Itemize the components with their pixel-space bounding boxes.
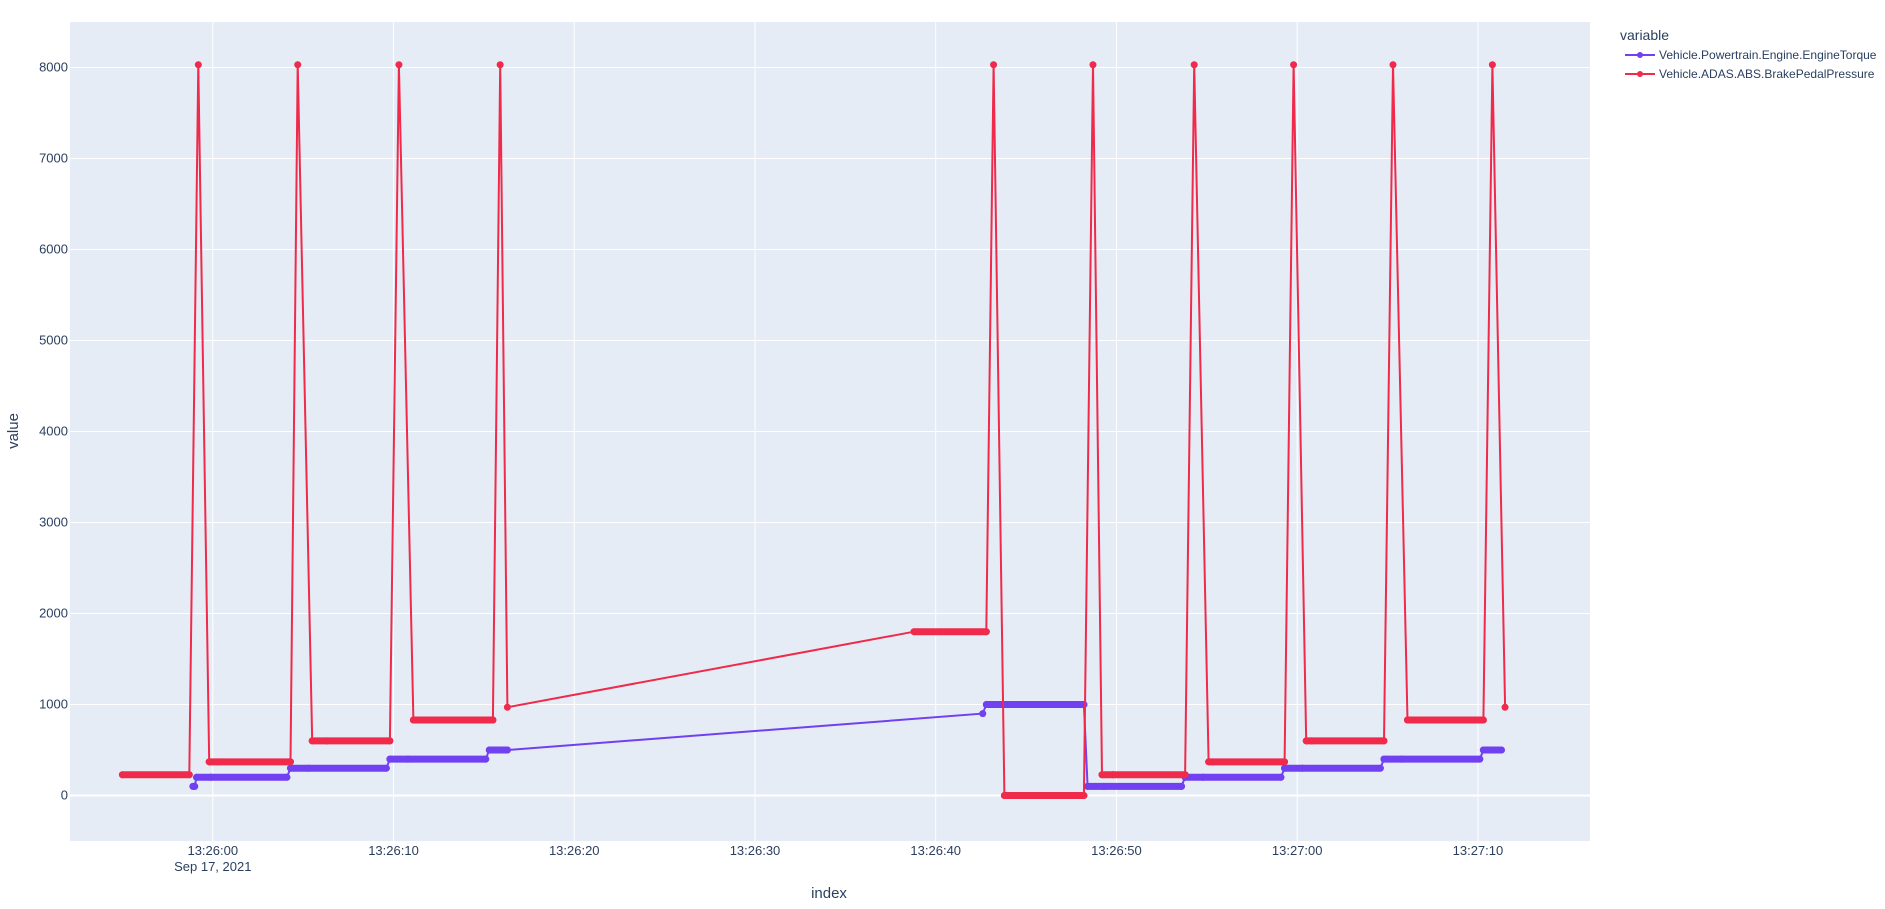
series-point-1 [294, 61, 302, 69]
y-tick-label: 2000 [39, 606, 68, 621]
series-point-1 [982, 628, 990, 636]
series-point-0 [1004, 701, 1012, 708]
series-point-1 [496, 61, 504, 69]
series-point-0 [1479, 746, 1487, 754]
x-tick-date: Sep 17, 2021 [174, 859, 251, 874]
y-tick-label: 7000 [39, 151, 68, 166]
series-point-1 [308, 737, 316, 745]
x-tick-label: 13:26:50 [1091, 843, 1142, 858]
series-point-0 [1497, 746, 1505, 754]
series-point-0 [283, 773, 291, 781]
series-point-0 [1080, 701, 1088, 708]
series-point-1 [205, 758, 213, 766]
series-point-0 [386, 755, 394, 763]
series-point-0 [1277, 773, 1285, 781]
grid-lines [70, 22, 1590, 841]
legend-item-label: Vehicle.Powertrain.Engine.EngineTorque [1659, 48, 1877, 62]
series-point-0 [1100, 782, 1108, 790]
series-point-1 [1080, 792, 1088, 799]
x-tick-label: 13:27:10 [1453, 843, 1504, 858]
y-tick-label: 4000 [39, 424, 68, 439]
y-tick-label: 6000 [39, 242, 68, 257]
series-point-1 [386, 737, 394, 745]
x-tick-label: 13:26:20 [549, 843, 600, 858]
series-point-1 [1501, 703, 1509, 711]
series-point-1 [1308, 737, 1316, 745]
x-axis-title: index [811, 885, 847, 902]
series-point-1 [185, 771, 193, 779]
series-point-1 [1389, 61, 1397, 69]
series-point-1 [1008, 792, 1016, 799]
series-layer [118, 61, 1509, 799]
series-point-0 [1376, 764, 1384, 772]
series-point-1 [395, 61, 403, 69]
series-point-1 [214, 758, 222, 766]
series-point-1 [1488, 61, 1496, 69]
series-point-0 [193, 773, 201, 781]
series-point-1 [1479, 716, 1487, 724]
legend-title: variable [1620, 27, 1669, 43]
series-point-1 [422, 716, 430, 724]
series-point-1 [990, 61, 998, 69]
series-point-0 [482, 755, 490, 763]
series-point-1 [910, 628, 918, 636]
legend-marker-1 [1637, 71, 1643, 77]
series-point-0 [1178, 782, 1186, 790]
series-point-1 [1407, 716, 1415, 724]
series-point-1 [1281, 758, 1289, 766]
series-point-0 [485, 746, 493, 754]
y-tick-label: 3000 [39, 515, 68, 530]
series-point-0 [1199, 773, 1207, 781]
series-point-1 [503, 703, 511, 711]
series-point-0 [191, 782, 199, 790]
y-tick-label: 5000 [39, 333, 68, 348]
series-point-1 [194, 61, 202, 69]
series-point-0 [979, 710, 987, 718]
series-point-0 [1084, 782, 1092, 790]
series-point-1 [1000, 792, 1008, 799]
series-point-0 [286, 764, 294, 772]
series-point-1 [1302, 737, 1310, 745]
series-point-0 [503, 746, 511, 754]
y-tick-label: 8000 [39, 60, 68, 75]
x-tick-label: 13:26:10 [368, 843, 419, 858]
series-point-0 [1281, 764, 1289, 772]
legend: variable Vehicle.Powertrain.Engine.Engin… [1620, 27, 1877, 81]
series-point-1 [1109, 771, 1117, 779]
series-point-1 [1380, 737, 1388, 745]
y-tick-label: 0 [61, 788, 68, 803]
series-point-1 [1089, 61, 1097, 69]
series-point-1 [323, 737, 331, 745]
series-point-0 [1299, 764, 1307, 772]
x-axis-ticks: 13:26:00 13:26:10 13:26:20 13:26:30 13:26:40… [187, 843, 1503, 858]
series-point-0 [982, 701, 990, 708]
series-point-0 [382, 764, 390, 772]
y-tick-label: 1000 [39, 697, 68, 712]
legend-marker-0 [1637, 52, 1643, 58]
y-axis-ticks: 0 1000 2000 3000 4000 5000 6000 7000 8000 [39, 60, 68, 803]
series-point-1 [1098, 771, 1106, 779]
x-tick-label: 13:26:00 [187, 843, 238, 858]
series-point-1 [489, 716, 497, 724]
series-point-0 [1380, 755, 1388, 763]
series-point-0 [1476, 755, 1484, 763]
series-point-1 [1208, 758, 1216, 766]
series-point-0 [404, 755, 412, 763]
series-point-1 [118, 771, 126, 779]
series-point-1 [1181, 771, 1189, 779]
x-tick-label: 13:26:30 [730, 843, 781, 858]
y-axis-title: value [5, 413, 22, 449]
series-point-0 [1398, 755, 1406, 763]
legend-item-label: Vehicle.ADAS.ABS.BrakePedalPressure [1659, 67, 1875, 81]
x-tick-label: 13:26:40 [910, 843, 961, 858]
series-point-0 [305, 764, 313, 772]
series-point-1 [409, 716, 417, 724]
series-point-0 [207, 773, 215, 781]
series-point-1 [1190, 61, 1198, 69]
x-tick-label: 13:27:00 [1272, 843, 1323, 858]
series-point-1 [286, 758, 294, 766]
series-point-1 [1290, 61, 1298, 69]
